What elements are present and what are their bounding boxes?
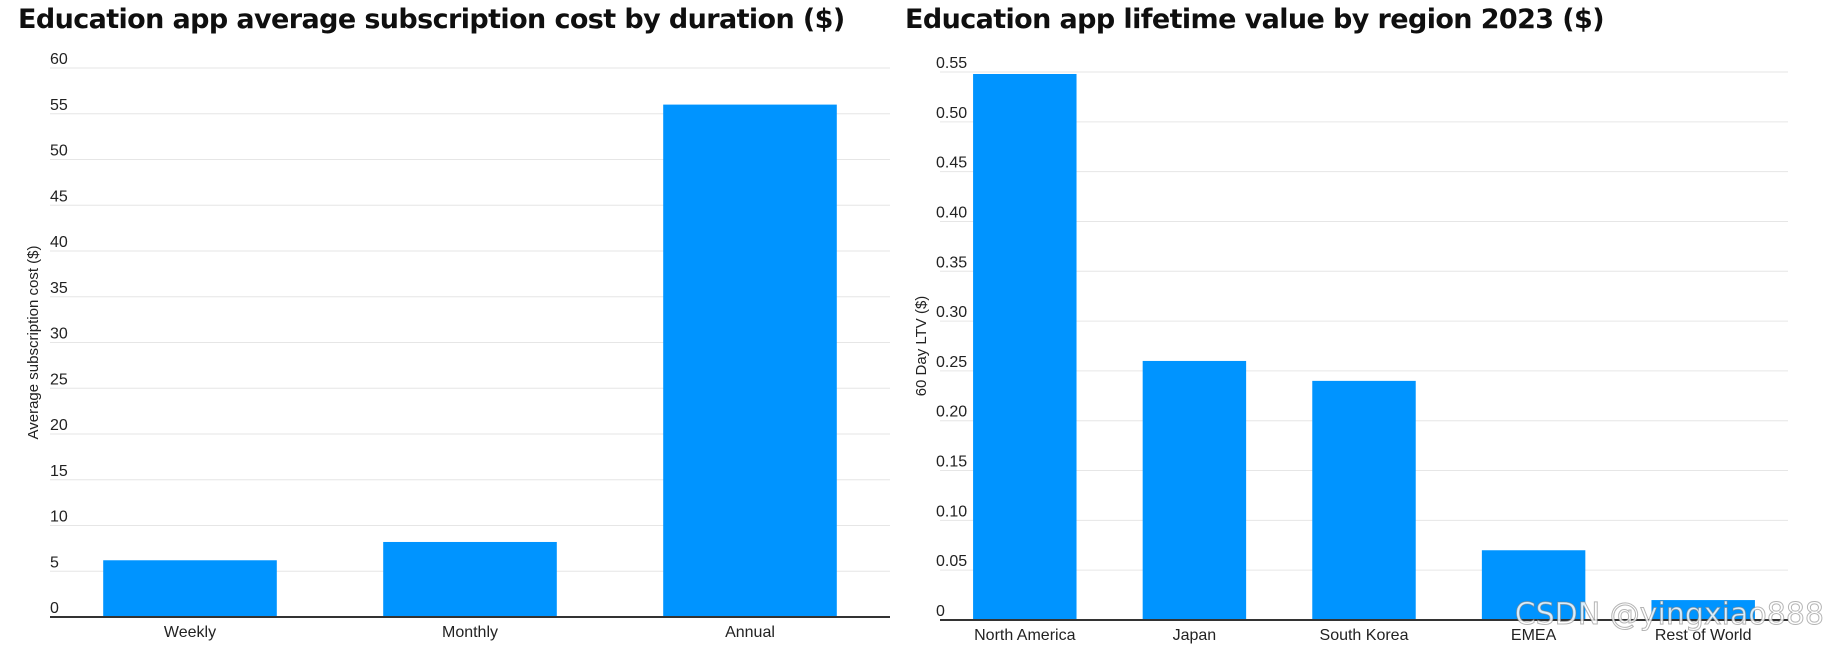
bar: [663, 104, 837, 618]
ltv-chart-title: Education app lifetime value by region 2…: [905, 4, 1605, 35]
y-tick-label: 0: [50, 600, 59, 617]
y-tick-label: 0.35: [936, 254, 967, 271]
x-category-label: Annual: [725, 624, 775, 641]
y-tick-label: 0: [936, 603, 945, 620]
ltv-chart-panel: 0 0.05 0.10 0.15 0.20 0.25 0.30 0.35 0.40 0.45 0.5…: [900, 0, 1830, 646]
y-tick-label: 40: [50, 234, 68, 251]
y-tick-label: 0.15: [936, 454, 967, 471]
y-tick-label: 45: [50, 188, 68, 205]
y-tick-label: 5: [50, 554, 59, 571]
bar: [1312, 380, 1416, 620]
bar: [383, 541, 557, 617]
y-tick-label: 15: [50, 463, 68, 480]
y-tick-label: 0.40: [936, 204, 967, 221]
y-tick-label: 35: [50, 280, 68, 297]
bar: [1142, 360, 1247, 620]
y-tick-label: 0.30: [936, 304, 967, 321]
y-tick-label: 0.20: [936, 404, 967, 421]
x-category-label: North America: [974, 627, 1075, 644]
y-tick-label: 20: [50, 417, 68, 434]
y-tick-label: 25: [50, 371, 68, 388]
ltv-chart: 0 0.05 0.10 0.15 0.20 0.25 0.30 0.35 0.40 0.45 0.5…: [913, 55, 1788, 644]
y-tick-label: 10: [50, 509, 68, 526]
x-category-label: Japan: [1173, 627, 1217, 644]
y-tick-label: 0.05: [936, 553, 967, 570]
x-category-label: Rest of World: [1655, 627, 1752, 644]
y-tick-label: 0.50: [936, 105, 967, 122]
subscription-cost-chart-title: Education app average subscription cost …: [18, 4, 845, 35]
y-tick-label: 60: [50, 51, 68, 68]
y-tick-label: 0.55: [936, 55, 967, 72]
subscription-cost-chart: 0 5 10 15 20 25 30 35 40 45 50 55 60 Weekly Monthly Ann…: [25, 51, 890, 641]
y-tick-label: 55: [50, 97, 68, 114]
bar: [103, 560, 277, 617]
bar: [973, 73, 1077, 620]
x-category-label: Monthly: [442, 624, 498, 641]
subscription-cost-chart-panel: 0 5 10 15 20 25 30 35 40 45 50 55 60 Weekly Monthly Ann…: [0, 0, 900, 646]
y-axis-title: 60 Day LTV ($): [913, 296, 930, 397]
y-tick-label: 0.45: [936, 155, 967, 172]
y-tick-label: 0.25: [936, 354, 967, 371]
y-tick-label: 50: [50, 143, 68, 160]
x-category-label: EMEA: [1511, 627, 1557, 644]
x-category-label: Weekly: [164, 624, 216, 641]
x-category-label: South Korea: [1320, 627, 1409, 644]
y-axis-title: Average subscription cost ($): [25, 246, 42, 440]
y-tick-label: 0.10: [936, 503, 967, 520]
bar: [1481, 550, 1586, 620]
y-tick-label: 30: [50, 326, 68, 343]
watermark: CSDN @yingxiao888: [1514, 597, 1824, 633]
bar: [1651, 600, 1755, 620]
